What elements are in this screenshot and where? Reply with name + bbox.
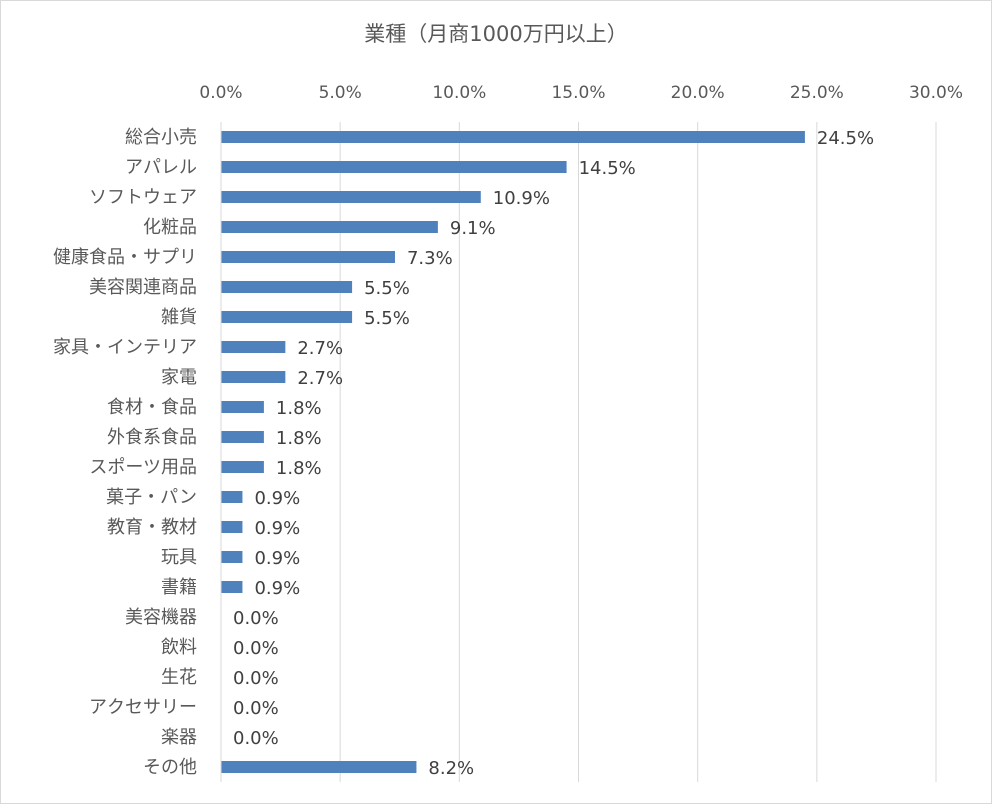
bar [221, 491, 243, 503]
data-label: 5.5% [364, 278, 410, 299]
bar [221, 461, 264, 473]
bar [221, 371, 286, 383]
data-label: 0.0% [233, 638, 279, 659]
data-label: 10.9% [493, 188, 550, 209]
x-tick-label: 5.0% [319, 83, 362, 103]
data-label: 1.8% [276, 428, 322, 449]
data-label: 8.2% [428, 758, 474, 779]
data-label: 0.9% [254, 488, 300, 509]
category-label: 外食系食品 [107, 427, 197, 448]
bar [221, 281, 353, 293]
category-label: 化粧品 [143, 217, 197, 238]
x-tick-label: 15.0% [551, 83, 605, 103]
category-label: 菓子・パン [106, 487, 197, 508]
data-label: 0.0% [233, 668, 279, 689]
category-label: アクセサリー [89, 697, 197, 718]
category-label: 美容関連商品 [89, 277, 197, 298]
bar [221, 581, 243, 593]
bar [221, 761, 417, 773]
data-label: 1.8% [276, 458, 322, 479]
category-label: 健康食品・サプリ [53, 247, 197, 268]
x-tick-label: 30.0% [909, 83, 963, 103]
bar [221, 221, 438, 233]
data-label: 0.9% [254, 518, 300, 539]
x-tick-label: 20.0% [671, 83, 725, 103]
bar [221, 341, 286, 353]
category-label: 生花 [161, 667, 197, 688]
data-label: 14.5% [579, 158, 636, 179]
category-label: 教育・教材 [107, 517, 197, 538]
category-label: その他 [143, 757, 197, 778]
data-label: 0.0% [233, 728, 279, 749]
bar [221, 191, 481, 203]
category-label: 雑貨 [161, 307, 197, 328]
category-label: 楽器 [161, 727, 197, 748]
category-label: スポーツ用品 [89, 457, 197, 478]
bar [221, 131, 805, 143]
bar [221, 401, 264, 413]
x-tick-label: 10.0% [432, 83, 486, 103]
x-tick-label: 25.0% [790, 83, 844, 103]
data-label: 0.9% [254, 578, 300, 599]
bar [221, 311, 353, 323]
category-label: ソフトウェア [89, 187, 197, 208]
category-label: 総合小売 [125, 127, 197, 148]
bar [221, 161, 567, 173]
bar [221, 551, 243, 563]
x-tick-label: 0.0% [199, 83, 242, 103]
chart-title: 業種（月商1000万円以上） [364, 22, 628, 46]
category-label: 家電 [161, 367, 197, 388]
data-label: 7.3% [407, 248, 453, 269]
data-label: 2.7% [297, 368, 343, 389]
category-label: 家具・インテリア [53, 337, 197, 358]
category-label: 書籍 [161, 577, 197, 598]
data-label: 2.7% [297, 338, 343, 359]
data-label: 24.5% [817, 128, 874, 149]
category-label: 飲料 [161, 637, 197, 658]
category-label: アパレル [125, 157, 197, 178]
data-label: 0.0% [233, 698, 279, 719]
category-label: 美容機器 [125, 607, 197, 628]
data-label: 0.0% [233, 608, 279, 629]
data-label: 5.5% [364, 308, 410, 329]
category-label: 食材・食品 [107, 397, 197, 418]
data-label: 9.1% [450, 218, 496, 239]
category-label: 玩具 [161, 547, 197, 568]
data-label: 1.8% [276, 398, 322, 419]
bar [221, 521, 243, 533]
data-label: 0.9% [254, 548, 300, 569]
bar [221, 431, 264, 443]
bar [221, 251, 395, 263]
